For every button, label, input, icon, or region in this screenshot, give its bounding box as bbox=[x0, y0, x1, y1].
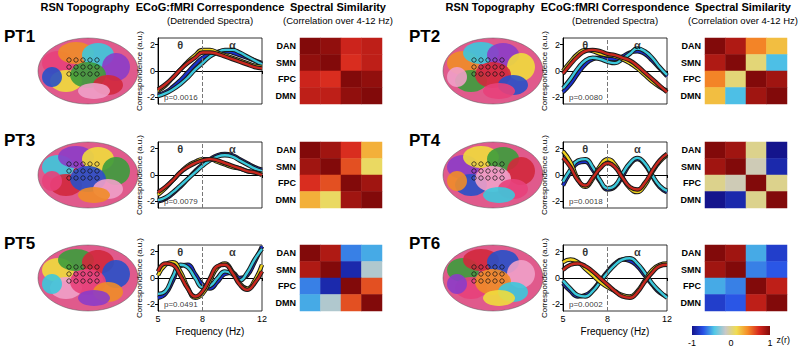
svg-text:0: 0 bbox=[555, 170, 560, 180]
svg-text:Frequency (Hz): Frequency (Hz) bbox=[176, 326, 245, 337]
svg-text:12: 12 bbox=[662, 314, 672, 324]
svg-text:-2: -2 bbox=[147, 92, 155, 102]
svg-text:Spectral Similarity: Spectral Similarity bbox=[290, 1, 387, 13]
svg-text:PT3: PT3 bbox=[4, 131, 35, 150]
svg-text:RSN Topography: RSN Topography bbox=[40, 1, 130, 13]
svg-text:α: α bbox=[634, 143, 641, 155]
svg-text:0: 0 bbox=[555, 66, 560, 76]
svg-text:p=0.0002: p=0.0002 bbox=[569, 300, 603, 309]
svg-text:8: 8 bbox=[605, 314, 610, 324]
svg-text:α: α bbox=[634, 39, 641, 51]
svg-text:-2: -2 bbox=[147, 196, 155, 206]
svg-text:12: 12 bbox=[257, 314, 267, 324]
svg-text:α: α bbox=[229, 39, 236, 51]
svg-text:2: 2 bbox=[555, 40, 560, 50]
svg-text:0: 0 bbox=[150, 170, 155, 180]
svg-text:(Detrended Spectra): (Detrended Spectra) bbox=[572, 15, 658, 26]
svg-text:ECoG:fMRI Correspondence: ECoG:fMRI Correspondence bbox=[541, 1, 690, 13]
svg-text:DAN: DAN bbox=[277, 248, 297, 258]
svg-text:θ: θ bbox=[582, 143, 588, 155]
svg-text:5: 5 bbox=[560, 314, 565, 324]
svg-text:DMN: DMN bbox=[681, 298, 702, 308]
svg-text:p=0.0079: p=0.0079 bbox=[164, 197, 198, 206]
svg-text:FPC: FPC bbox=[683, 281, 702, 291]
svg-text:θ: θ bbox=[582, 39, 588, 51]
svg-text:α: α bbox=[634, 246, 641, 258]
svg-text:2: 2 bbox=[555, 144, 560, 154]
svg-text:p=0.0080: p=0.0080 bbox=[569, 93, 603, 102]
svg-text:DAN: DAN bbox=[682, 248, 702, 258]
svg-text:Frequency (Hz): Frequency (Hz) bbox=[581, 326, 650, 337]
svg-text:DMN: DMN bbox=[681, 195, 702, 205]
svg-text:-1: -1 bbox=[688, 338, 696, 348]
svg-text:SMN: SMN bbox=[681, 58, 701, 68]
svg-text:2: 2 bbox=[150, 40, 155, 50]
svg-text:SMN: SMN bbox=[276, 265, 296, 275]
svg-text:-2: -2 bbox=[552, 92, 560, 102]
svg-text:-2: -2 bbox=[552, 299, 560, 309]
svg-text:Correspondence (a.u.): Correspondence (a.u.) bbox=[135, 31, 144, 111]
svg-text:θ: θ bbox=[177, 246, 183, 258]
svg-text:Spectral Similarity: Spectral Similarity bbox=[695, 1, 792, 13]
svg-text:(Correlation over 4-12 Hz): (Correlation over 4-12 Hz) bbox=[688, 15, 798, 26]
svg-text:PT5: PT5 bbox=[4, 234, 35, 253]
svg-text:PT1: PT1 bbox=[4, 27, 35, 46]
svg-text:α: α bbox=[229, 246, 236, 258]
svg-text:DMN: DMN bbox=[276, 195, 297, 205]
svg-text:DMN: DMN bbox=[276, 91, 297, 101]
svg-text:2: 2 bbox=[150, 144, 155, 154]
svg-text:Correspondence (a.u.): Correspondence (a.u.) bbox=[540, 135, 549, 215]
svg-text:Correspondence (a.u.): Correspondence (a.u.) bbox=[540, 31, 549, 111]
svg-text:-2: -2 bbox=[147, 299, 155, 309]
svg-text:SMN: SMN bbox=[681, 162, 701, 172]
svg-text:2: 2 bbox=[150, 247, 155, 257]
svg-text:SMN: SMN bbox=[681, 265, 701, 275]
svg-text:0: 0 bbox=[728, 338, 733, 348]
svg-text:-2: -2 bbox=[552, 196, 560, 206]
svg-text:0: 0 bbox=[150, 66, 155, 76]
svg-text:0: 0 bbox=[555, 273, 560, 283]
svg-text:PT4: PT4 bbox=[409, 131, 441, 150]
svg-text:z(r): z(r) bbox=[776, 335, 790, 345]
svg-text:θ: θ bbox=[177, 143, 183, 155]
svg-text:Correspondence (a.u.): Correspondence (a.u.) bbox=[135, 238, 144, 318]
svg-text:FPC: FPC bbox=[278, 178, 297, 188]
svg-text:2: 2 bbox=[555, 247, 560, 257]
svg-text:FPC: FPC bbox=[278, 74, 297, 84]
svg-text:FPC: FPC bbox=[278, 281, 297, 291]
svg-text:PT6: PT6 bbox=[409, 234, 440, 253]
svg-text:DAN: DAN bbox=[277, 145, 297, 155]
svg-text:SMN: SMN bbox=[276, 162, 296, 172]
svg-text:PT2: PT2 bbox=[409, 27, 440, 46]
svg-text:FPC: FPC bbox=[683, 178, 702, 188]
svg-text:DAN: DAN bbox=[682, 145, 702, 155]
svg-text:DMN: DMN bbox=[276, 298, 297, 308]
svg-text:DAN: DAN bbox=[682, 41, 702, 51]
svg-text:DAN: DAN bbox=[277, 41, 297, 51]
svg-text:p=0.0016: p=0.0016 bbox=[164, 93, 198, 102]
svg-text:RSN Topography: RSN Topography bbox=[445, 1, 535, 13]
svg-text:5: 5 bbox=[155, 314, 160, 324]
svg-text:Correspondence (a.u.): Correspondence (a.u.) bbox=[540, 238, 549, 318]
svg-text:ECoG:fMRI Correspondence: ECoG:fMRI Correspondence bbox=[136, 1, 285, 13]
svg-text:SMN: SMN bbox=[276, 58, 296, 68]
svg-text:θ: θ bbox=[177, 39, 183, 51]
svg-text:α: α bbox=[229, 143, 236, 155]
svg-text:DMN: DMN bbox=[681, 91, 702, 101]
svg-text:p=0.0018: p=0.0018 bbox=[569, 197, 603, 206]
svg-text:1: 1 bbox=[767, 338, 772, 348]
svg-text:0: 0 bbox=[150, 273, 155, 283]
svg-text:Correspondence (a.u.): Correspondence (a.u.) bbox=[135, 135, 144, 215]
svg-text:8: 8 bbox=[200, 314, 205, 324]
svg-text:FPC: FPC bbox=[683, 74, 702, 84]
svg-text:(Detrended Spectra): (Detrended Spectra) bbox=[167, 15, 253, 26]
svg-text:θ: θ bbox=[582, 246, 588, 258]
svg-text:(Correlation over 4-12 Hz): (Correlation over 4-12 Hz) bbox=[283, 15, 393, 26]
svg-text:p=0.0491: p=0.0491 bbox=[164, 300, 198, 309]
